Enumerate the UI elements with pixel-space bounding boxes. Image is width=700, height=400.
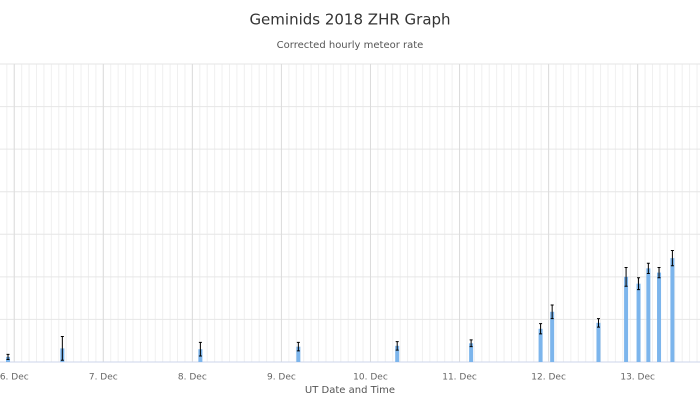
chart-subtitle: Corrected hourly meteor rate bbox=[277, 40, 424, 51]
error-bar bbox=[596, 318, 600, 328]
error-bar bbox=[296, 341, 300, 352]
x-axis-title: UT Date and Time bbox=[305, 385, 395, 396]
bar bbox=[646, 268, 651, 362]
x-tick-label: 12. Dec bbox=[531, 373, 566, 383]
bar bbox=[657, 272, 662, 362]
error-bar bbox=[670, 249, 674, 267]
bar bbox=[670, 258, 675, 362]
error-bar bbox=[637, 277, 641, 291]
x-tick-label: 10. Dec bbox=[353, 373, 388, 383]
error-bar bbox=[624, 266, 628, 287]
bar bbox=[469, 343, 474, 362]
x-tick-label: 8. Dec bbox=[178, 373, 207, 383]
bar bbox=[624, 276, 629, 362]
x-tick-label: 9. Dec bbox=[267, 373, 296, 383]
error-bar bbox=[469, 339, 473, 348]
x-tick-label: 11. Dec bbox=[442, 373, 477, 383]
bar bbox=[550, 311, 555, 362]
error-bar bbox=[395, 341, 399, 351]
x-tick-label: 13. Dec bbox=[620, 373, 655, 383]
error-bar bbox=[60, 335, 64, 361]
error-bar bbox=[6, 353, 10, 360]
error-bar bbox=[646, 262, 650, 274]
bar bbox=[596, 322, 601, 362]
error-bar bbox=[657, 266, 661, 279]
error-bar bbox=[539, 323, 543, 335]
chart-title: Geminids 2018 ZHR Graph bbox=[249, 11, 450, 29]
x-tick-label: 7. Dec bbox=[89, 373, 118, 383]
error-bar bbox=[550, 304, 554, 320]
bar bbox=[296, 346, 301, 362]
bar bbox=[538, 328, 543, 362]
bar bbox=[636, 283, 641, 362]
bar bbox=[395, 345, 400, 362]
x-tick-label: 6. Dec bbox=[0, 373, 29, 383]
error-bar bbox=[198, 341, 202, 357]
